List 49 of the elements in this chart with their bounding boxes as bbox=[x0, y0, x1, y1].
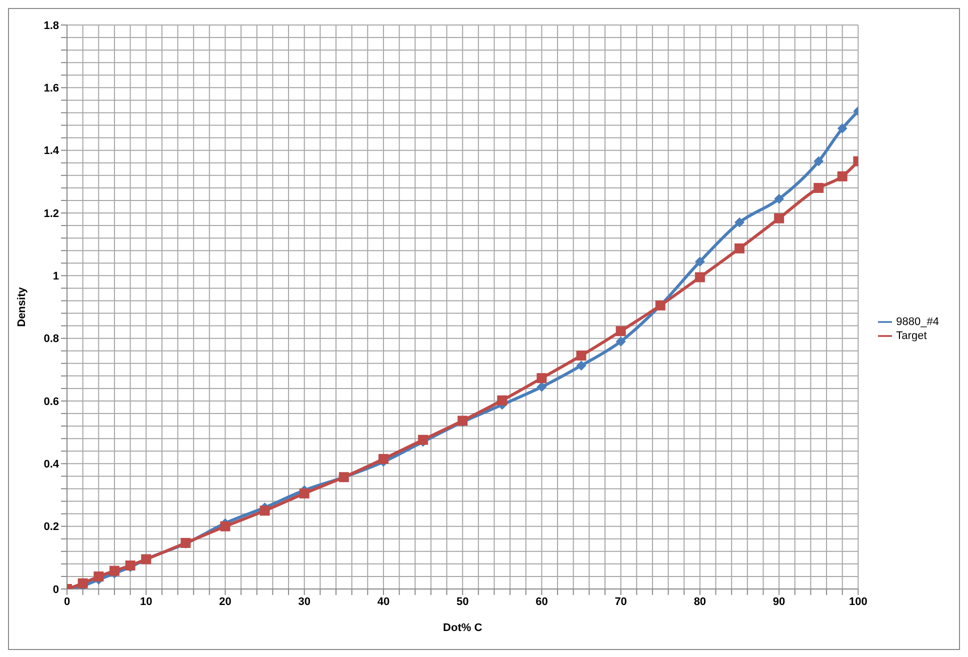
point bbox=[774, 213, 784, 224]
y-tick-label: 1.2 bbox=[44, 208, 59, 220]
point bbox=[109, 566, 120, 576]
y-tick-label: 1 bbox=[52, 270, 59, 283]
x-tick-label: 10 bbox=[140, 596, 152, 608]
x-tick-label: 30 bbox=[298, 596, 310, 608]
point bbox=[78, 578, 88, 588]
x-tick-label: 60 bbox=[536, 596, 548, 608]
point bbox=[616, 336, 626, 346]
y-tick-label: 1.8 bbox=[44, 20, 59, 32]
point bbox=[837, 171, 848, 182]
point bbox=[694, 256, 705, 267]
x-tick-label: 50 bbox=[456, 596, 469, 608]
x-tick-label: 90 bbox=[772, 596, 786, 608]
point bbox=[694, 272, 705, 282]
point bbox=[774, 194, 784, 204]
y-tick-label: 0 bbox=[52, 584, 59, 596]
x-tick-label: 70 bbox=[614, 596, 627, 608]
point bbox=[299, 488, 310, 498]
point bbox=[536, 382, 547, 392]
y-tick-label: 0.4 bbox=[44, 458, 60, 471]
x-tick-label: 20 bbox=[219, 596, 232, 608]
x-tick-label: 0 bbox=[64, 596, 70, 608]
point bbox=[814, 156, 824, 166]
x-axis-title: Dot% C bbox=[443, 622, 482, 634]
y-axis-title: Density bbox=[16, 286, 28, 327]
y-tick-label: 1.4 bbox=[44, 145, 60, 158]
point bbox=[497, 395, 508, 406]
point bbox=[94, 571, 104, 582]
point bbox=[576, 360, 586, 371]
y-tick-label: 0.6 bbox=[44, 396, 59, 408]
y-tick-label: 0.8 bbox=[44, 333, 59, 346]
point bbox=[814, 182, 824, 193]
x-tick-label: 40 bbox=[377, 596, 390, 608]
legend-label: 9880_#4 bbox=[896, 316, 939, 328]
y-tick-label: 1.6 bbox=[44, 82, 59, 95]
point bbox=[616, 326, 626, 336]
x-tick-label: 100 bbox=[848, 596, 868, 608]
x-tick-label: 80 bbox=[694, 596, 706, 608]
legend-label: Target bbox=[896, 330, 927, 342]
y-tick-label: 0.2 bbox=[44, 521, 59, 534]
point bbox=[734, 243, 744, 254]
point bbox=[378, 454, 388, 464]
point bbox=[576, 350, 586, 361]
point bbox=[837, 123, 848, 134]
point bbox=[536, 373, 547, 384]
point bbox=[220, 521, 230, 532]
point bbox=[260, 506, 270, 516]
point bbox=[734, 217, 744, 228]
